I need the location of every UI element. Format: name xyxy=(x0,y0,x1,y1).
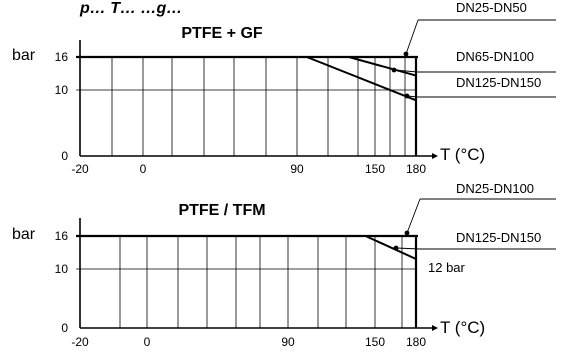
series-leader xyxy=(393,69,419,73)
x-tick-label: 150 xyxy=(365,162,385,176)
y-tick-label: 0 xyxy=(61,149,68,163)
x-tick-label: 90 xyxy=(290,162,304,176)
y-tick-label: 0 xyxy=(61,321,68,335)
series-label: DN125-DN150 xyxy=(456,75,541,90)
y-tick-label: 16 xyxy=(55,229,69,243)
series-line xyxy=(365,235,417,260)
y-tick-label: 16 xyxy=(55,50,69,64)
y-axis-label: bar xyxy=(12,47,36,64)
y-tick-label: 10 xyxy=(55,262,69,276)
x-tick-label: 0 xyxy=(140,162,147,176)
series-label: DN25-DN100 xyxy=(456,181,534,196)
header-text: p… T… …g… xyxy=(79,0,182,17)
series-leader xyxy=(395,247,421,250)
x-axis-label: T (°C) xyxy=(440,318,485,337)
x-tick-label: 0 xyxy=(144,335,151,349)
x-axis-label: T (°C) xyxy=(440,145,485,164)
series-line xyxy=(306,56,417,102)
x-tick-label: 150 xyxy=(365,335,385,349)
series-label: DN65-DN100 xyxy=(456,49,534,64)
series-label: DN125-DN150 xyxy=(456,230,541,245)
x-tick-label: 180 xyxy=(406,335,426,349)
series-leader xyxy=(405,19,419,55)
y-tick-label: 10 xyxy=(55,83,69,97)
x-tick-label: 180 xyxy=(406,162,426,176)
chart-title: PTFE / TFM xyxy=(178,202,265,219)
series-marker xyxy=(391,67,397,73)
chart-title: PTFE + GF xyxy=(181,25,263,42)
x-axis-arrow xyxy=(432,325,438,331)
series-line xyxy=(348,56,417,77)
series-leader xyxy=(406,198,421,234)
x-tick-label: -20 xyxy=(71,335,89,349)
series-marker xyxy=(404,93,410,99)
annotation-12-bar: 12 bar xyxy=(428,260,466,275)
x-tick-label: 90 xyxy=(281,335,295,349)
x-axis-arrow xyxy=(432,153,438,159)
y-axis-label: bar xyxy=(12,226,36,243)
series-marker xyxy=(393,245,399,251)
series-marker xyxy=(404,230,410,236)
x-tick-label: -20 xyxy=(71,162,89,176)
series-label: DN25-DN50 xyxy=(456,0,527,15)
series-marker xyxy=(403,51,409,57)
